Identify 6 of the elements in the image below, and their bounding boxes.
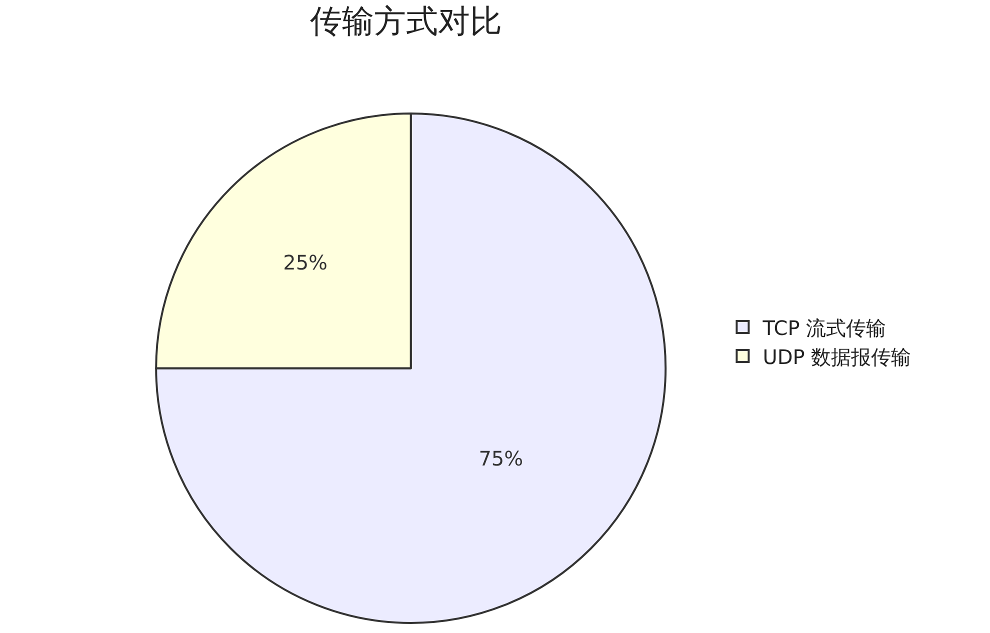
chart-title: 传输方式对比 — [310, 2, 502, 40]
data-label: 75% — [478, 446, 524, 470]
pie-slice — [155, 112, 666, 624]
data-label: 25% — [283, 250, 328, 275]
legend-label: TCP 流式传输 — [762, 316, 886, 340]
legend-label: UDP 数据报传输 — [762, 344, 912, 369]
